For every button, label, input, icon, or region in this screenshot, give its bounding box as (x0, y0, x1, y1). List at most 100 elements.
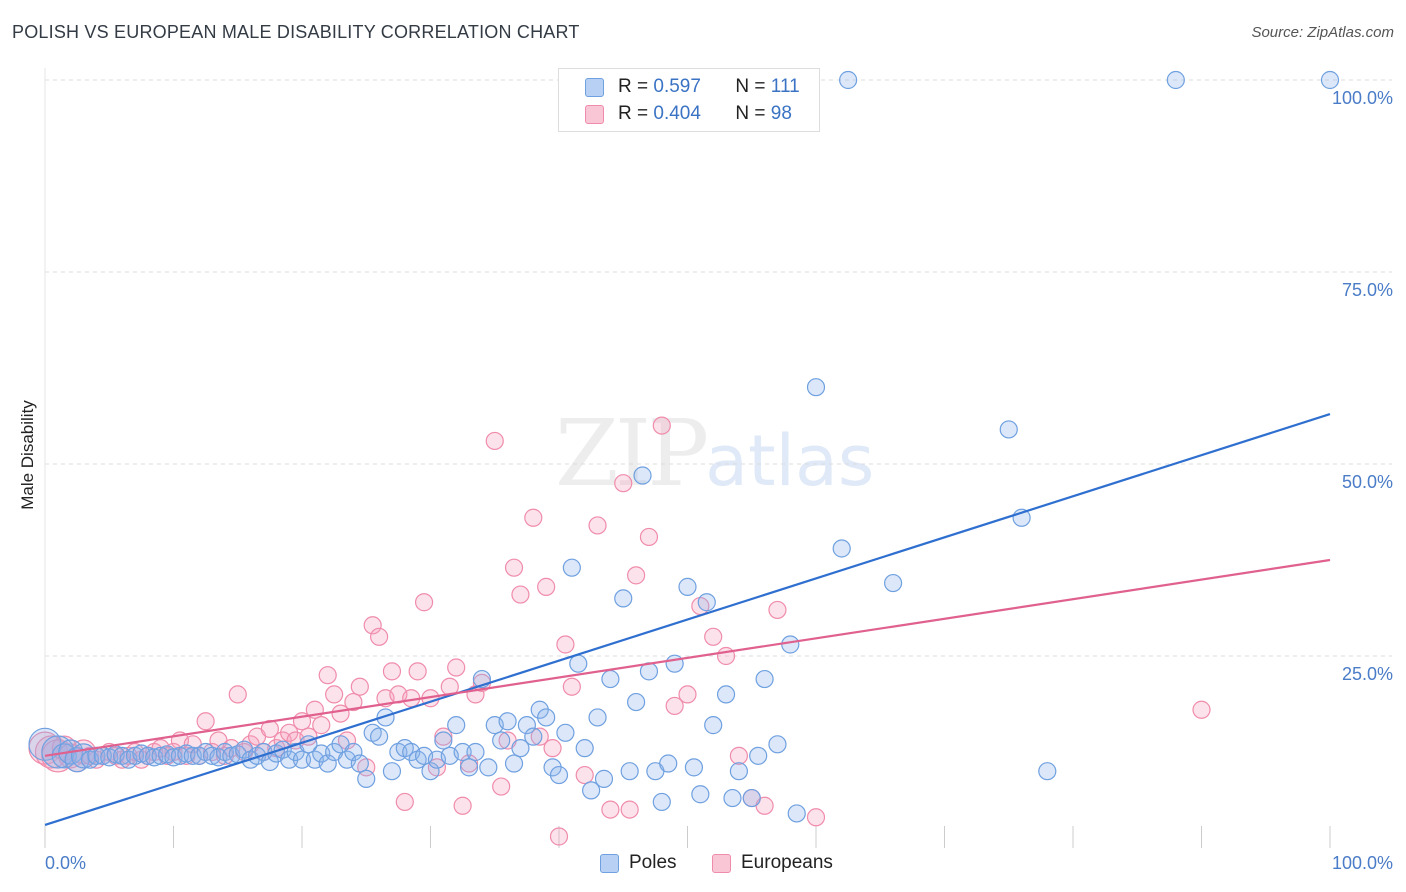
poles-point (492, 731, 511, 750)
europeans-point (485, 431, 504, 451)
poles-point (755, 669, 774, 689)
poles-point (517, 716, 536, 735)
correlation-legend: R = 0.597 N = 111 R = 0.404 N = 98 (558, 68, 820, 132)
europeans-point (704, 627, 723, 646)
poles-point (350, 754, 369, 773)
legend-row-europeans: R = 0.404 N = 98 (585, 102, 792, 126)
europeans-point (382, 662, 402, 681)
series-legend: Poles Europeans (0, 852, 1406, 878)
poles-point (453, 742, 472, 762)
europeans-point (620, 800, 639, 819)
poles-point (562, 558, 581, 577)
poles-point (466, 742, 485, 762)
poles-point (1166, 70, 1185, 90)
poles-point (839, 70, 858, 90)
legend-r-label: R = (618, 103, 649, 124)
poles-point (723, 788, 742, 808)
poles-point (292, 750, 312, 769)
poles-trend-line (44, 413, 1331, 827)
poles-point (999, 420, 1018, 439)
chart-title: POLISH VS EUROPEAN MALE DISABILITY CORRE… (12, 22, 580, 42)
poles-point (459, 758, 479, 777)
poles-point (697, 593, 716, 612)
europeans-point (562, 677, 581, 696)
x-tick-label: 100.0% (1332, 853, 1393, 873)
poles-point (588, 708, 607, 727)
poles-point (716, 685, 736, 704)
poles-point (537, 708, 556, 727)
europeans-point (196, 712, 215, 731)
y-tick-label: 50.0% (1342, 472, 1393, 492)
europeans-point (601, 800, 620, 819)
poles-point (626, 692, 646, 712)
poles-point (678, 577, 697, 596)
poles-point (582, 781, 601, 800)
poles-point (620, 762, 639, 781)
x-tick-label: 0.0% (45, 853, 86, 873)
poles-point (479, 758, 498, 777)
poles-point (357, 769, 376, 788)
series-legend-poles[interactable]: Poles (600, 852, 677, 874)
poles-point (524, 727, 543, 746)
europeans-point (459, 754, 479, 773)
europeans-point (530, 727, 549, 746)
poles-point (787, 804, 806, 823)
poles-point (594, 769, 614, 788)
poles-point (684, 758, 704, 777)
watermark-atlas: atlas (705, 420, 875, 502)
europeans-point (549, 827, 569, 846)
europeans-point (414, 593, 434, 612)
poles-point (704, 716, 723, 735)
europeans-point (543, 739, 562, 758)
poles-point (549, 765, 569, 785)
source-label: Source: ZipAtlas.com (1251, 24, 1394, 41)
europeans-point (492, 777, 511, 796)
europeans-point (511, 585, 530, 604)
europeans-point (626, 566, 646, 585)
europeans-point (575, 765, 594, 785)
europeans-point (504, 558, 524, 577)
europeans-point (312, 716, 331, 735)
poles-point (768, 735, 787, 754)
y-tick-label: 25.0% (1342, 664, 1393, 684)
poles-point (806, 378, 826, 397)
europeans-point (806, 808, 826, 827)
europeans-point (588, 516, 607, 535)
europeans-point (614, 474, 633, 493)
europeans-legend-swatch (712, 853, 731, 873)
poles-point (665, 654, 684, 673)
poles-point (633, 466, 652, 485)
europeans-point (639, 527, 659, 547)
poles-point (614, 589, 633, 608)
watermark-zip: ZIP (555, 400, 709, 507)
legend-n-value-poles: 111 (770, 76, 800, 97)
europeans-trend-line (44, 558, 1331, 757)
europeans-point (318, 666, 337, 685)
series-legend-europeans[interactable]: Europeans (712, 852, 833, 874)
poles-point (344, 742, 363, 762)
europeans-point (408, 662, 427, 681)
poles-point (498, 712, 517, 731)
poles-legend-label: Poles (629, 852, 677, 873)
europeans-point (434, 727, 453, 746)
poles-point (749, 746, 768, 765)
legend-r-value-poles: 0.597 (653, 76, 701, 97)
poles-point (556, 723, 575, 742)
europeans-point (350, 677, 369, 696)
europeans-point (344, 692, 363, 712)
poles-point (434, 731, 453, 750)
poles-point (569, 654, 588, 673)
europeans-point (325, 685, 344, 704)
poles-swatch (585, 77, 604, 97)
europeans-point (729, 746, 749, 765)
europeans-point (299, 727, 318, 746)
y-tick-label: 75.0% (1342, 280, 1393, 300)
watermark: ZIPatlas (555, 400, 874, 507)
europeans-point (453, 796, 472, 815)
poles-point (729, 762, 749, 781)
europeans-point (665, 696, 684, 716)
europeans-legend-label: Europeans (741, 852, 833, 873)
poles-point (376, 708, 395, 727)
poles-point (575, 739, 594, 758)
europeans-point (537, 577, 556, 596)
